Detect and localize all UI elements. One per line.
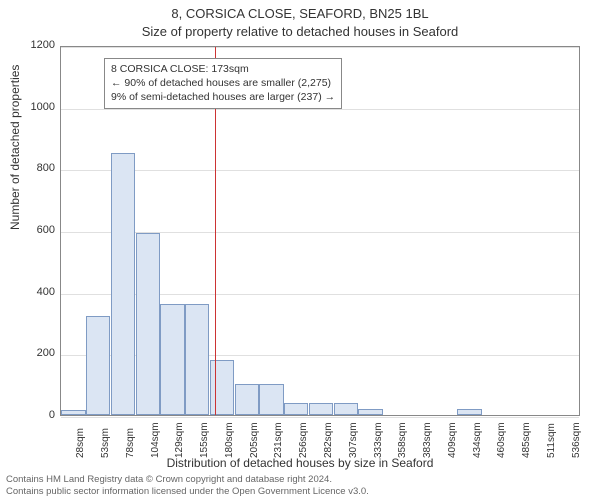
histogram-bar (284, 403, 308, 415)
gridline (61, 47, 579, 48)
y-tick-label: 1200 (15, 39, 55, 51)
y-tick-label: 1000 (15, 101, 55, 113)
footer-line-1: Contains HM Land Registry data © Crown c… (6, 474, 594, 486)
x-tick-label: 511sqm (546, 423, 557, 458)
x-tick-label: 409sqm (447, 422, 458, 458)
histogram-bar (334, 403, 358, 415)
y-tick-label: 600 (15, 224, 55, 236)
y-tick-label: 400 (15, 286, 55, 298)
histogram-bar (358, 409, 382, 415)
gridline (61, 170, 579, 171)
histogram-bar (259, 384, 283, 415)
x-tick-label: 231sqm (273, 422, 284, 458)
x-tick-label: 358sqm (397, 422, 408, 458)
x-tick-label: 383sqm (422, 422, 433, 458)
x-tick-label: 78sqm (125, 428, 136, 458)
histogram-bar (457, 409, 481, 415)
chart-container: 8, CORSICA CLOSE, SEAFORD, BN25 1BL Size… (0, 0, 600, 500)
y-tick-label: 200 (15, 347, 55, 359)
x-tick-label: 307sqm (348, 422, 359, 458)
x-tick-label: 205sqm (249, 422, 260, 458)
x-axis-label: Distribution of detached houses by size … (0, 456, 600, 470)
annotation-line-2: ← 90% of detached houses are smaller (2,… (111, 76, 335, 90)
gridline (61, 417, 579, 418)
gridline (61, 109, 579, 110)
y-tick-label: 0 (15, 409, 55, 421)
x-tick-label: 129sqm (174, 422, 185, 458)
footer-line-2: Contains public sector information licen… (6, 486, 594, 498)
chart-title-main: 8, CORSICA CLOSE, SEAFORD, BN25 1BL (0, 6, 600, 21)
x-tick-label: 333sqm (373, 422, 384, 458)
histogram-bar (210, 360, 234, 416)
x-tick-label: 282sqm (323, 422, 334, 458)
histogram-bar (160, 304, 184, 415)
annotation-line-3: 9% of semi-detached houses are larger (2… (111, 90, 335, 104)
x-tick-label: 155sqm (199, 422, 210, 458)
histogram-bar (185, 304, 209, 415)
x-tick-label: 180sqm (224, 422, 235, 458)
histogram-bar (235, 384, 259, 415)
x-tick-label: 28sqm (75, 428, 86, 458)
x-tick-label: 485sqm (521, 422, 532, 458)
x-tick-label: 53sqm (100, 428, 111, 458)
footer-attribution: Contains HM Land Registry data © Crown c… (6, 474, 594, 498)
y-tick-label: 800 (15, 162, 55, 174)
y-axis-label: Number of detached properties (8, 65, 22, 230)
histogram-bar (61, 410, 85, 415)
annotation-line-1: 8 CORSICA CLOSE: 173sqm (111, 62, 335, 76)
chart-title-sub: Size of property relative to detached ho… (0, 24, 600, 39)
histogram-bar (136, 233, 160, 415)
histogram-bar (309, 403, 333, 415)
histogram-bar (111, 153, 135, 415)
x-tick-label: 460sqm (496, 422, 507, 458)
x-tick-label: 434sqm (472, 422, 483, 458)
x-tick-label: 104sqm (150, 422, 161, 458)
x-tick-label: 536sqm (571, 422, 582, 458)
x-tick-label: 256sqm (298, 422, 309, 458)
annotation-box: 8 CORSICA CLOSE: 173sqm ← 90% of detache… (104, 58, 342, 109)
histogram-bar (86, 316, 110, 415)
